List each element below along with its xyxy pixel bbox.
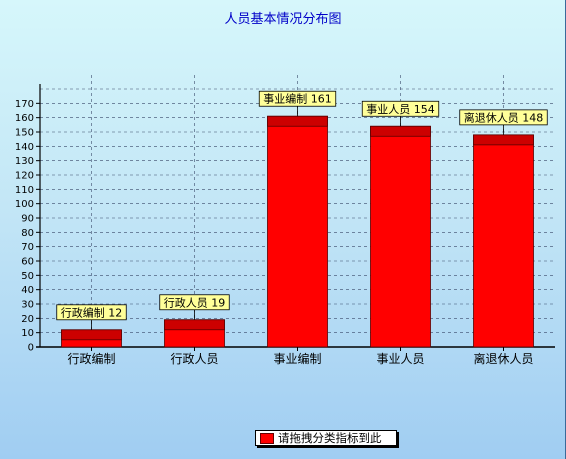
y-tick-label: 140 bbox=[15, 142, 34, 153]
y-tick-label: 80 bbox=[21, 228, 34, 239]
x-tick-label: 事业编制 bbox=[273, 351, 321, 366]
bar bbox=[370, 125, 431, 348]
y-tick-label: 110 bbox=[15, 185, 34, 196]
y-tick-label: 90 bbox=[21, 214, 34, 225]
y-tick-label: 160 bbox=[15, 113, 34, 124]
x-tick-label: 行政编制 bbox=[67, 351, 115, 366]
data-label: 行政编制 12 bbox=[61, 305, 123, 319]
data-label: 离退休人员 148 bbox=[464, 110, 544, 124]
x-tick-label: 行政人员 bbox=[170, 352, 218, 366]
y-tick-label: 30 bbox=[21, 300, 34, 311]
y-tick-label: 130 bbox=[15, 156, 34, 167]
chart-title: 人员基本情况分布图 bbox=[224, 12, 342, 27]
y-tick-label: 150 bbox=[15, 128, 34, 139]
y-tick-label: 20 bbox=[21, 314, 34, 325]
x-tick-label: 离退休人员 bbox=[473, 351, 533, 366]
y-tick-label: 10 bbox=[21, 328, 34, 339]
y-tick-label: 170 bbox=[15, 99, 34, 110]
bar-top bbox=[370, 125, 431, 137]
data-label: 事业人员 154 bbox=[366, 103, 435, 116]
bar-top bbox=[267, 115, 328, 127]
data-label: 事业编制 161 bbox=[263, 92, 332, 106]
bar-top bbox=[164, 319, 225, 331]
y-tick-label: 70 bbox=[21, 242, 34, 253]
legend-swatch bbox=[260, 432, 274, 444]
y-tick-label: 100 bbox=[15, 199, 34, 210]
bar bbox=[473, 134, 534, 348]
data-label: 行政人员 19 bbox=[164, 295, 226, 309]
y-tick-label: 60 bbox=[21, 257, 34, 268]
y-tick-label: 40 bbox=[21, 285, 34, 296]
bar bbox=[267, 115, 328, 348]
x-tick-label: 事业人员 bbox=[376, 352, 424, 366]
legend-label: 请拖拽分类指标到此 bbox=[278, 431, 382, 445]
bar-top bbox=[473, 134, 534, 146]
y-tick-label: 120 bbox=[15, 171, 34, 182]
y-tick-label: 0 bbox=[28, 343, 34, 354]
bar-top bbox=[61, 329, 122, 341]
legend[interactable]: 请拖拽分类指标到此 bbox=[255, 430, 397, 446]
y-tick-label: 50 bbox=[21, 271, 34, 282]
